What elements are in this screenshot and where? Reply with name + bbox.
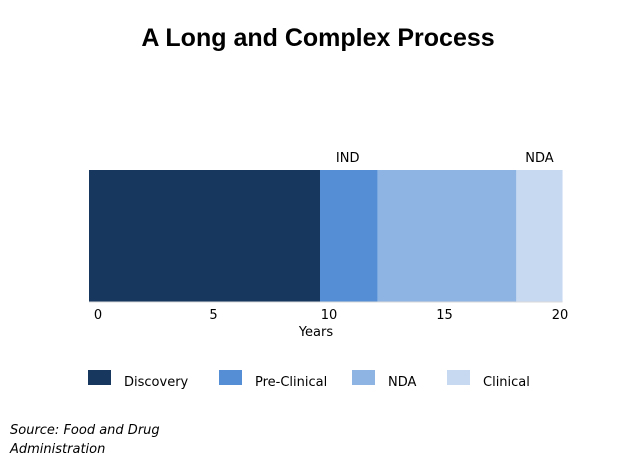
legend-swatch: [352, 370, 375, 385]
x-tick-label: 20: [552, 308, 569, 323]
bar-segment: [516, 170, 563, 302]
legend-swatch: [88, 370, 111, 385]
milestone-label: IND: [336, 151, 360, 166]
legend-label: Pre-Clinical: [255, 375, 327, 390]
x-tick-label: 0: [94, 308, 102, 323]
legend-label: Discovery: [124, 375, 189, 390]
legend-label: NDA: [388, 375, 417, 390]
bar-segment: [89, 170, 320, 302]
bar-segment: [320, 170, 378, 302]
x-tick-label: 10: [321, 308, 338, 323]
x-axis-label: Years: [298, 325, 334, 340]
x-tick-label: 5: [209, 308, 217, 323]
bar-segment: [377, 170, 517, 302]
source-note: Source: Food and Drug Administration: [10, 423, 160, 457]
legend-swatch: [447, 370, 470, 385]
chart-title: A Long and Complex Process: [141, 24, 495, 52]
legend-label: Clinical: [483, 375, 530, 390]
legend-swatch: [219, 370, 242, 385]
milestone-label: NDA: [525, 151, 554, 166]
x-tick-label: 15: [436, 308, 453, 323]
